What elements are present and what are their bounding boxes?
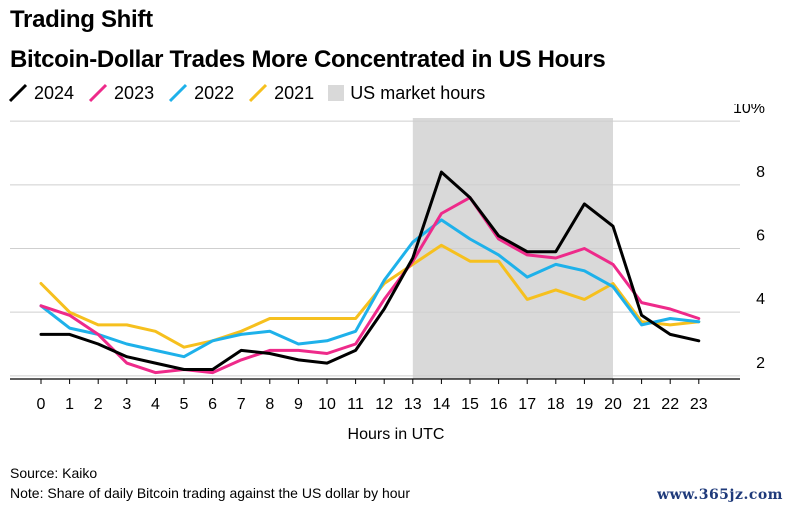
series-line-2023 xyxy=(39,196,701,375)
x-tick-label: 4 xyxy=(151,396,160,413)
x-tick-label: 12 xyxy=(375,396,393,413)
source-text: Source: Kaiko xyxy=(10,465,98,481)
x-tick-label: 15 xyxy=(461,396,479,413)
headline: Trading Shift xyxy=(10,6,153,33)
x-tick-label: 22 xyxy=(661,396,679,413)
y-tick-label: 6 xyxy=(756,228,765,245)
x-tick-label: 5 xyxy=(180,396,189,413)
x-tick-label: 20 xyxy=(604,396,622,413)
legend-swatch-us-hours xyxy=(328,85,345,101)
x-tick-label: 9 xyxy=(294,396,303,413)
x-tick-label: 1 xyxy=(65,396,74,413)
series-line-2021 xyxy=(39,243,701,349)
chart-title: Bitcoin-Dollar Trades More Concentrated … xyxy=(10,46,606,73)
x-tick-label: 10 xyxy=(318,396,336,413)
x-tick-label: 11 xyxy=(347,396,364,413)
y-tick-label: 2 xyxy=(756,355,765,372)
x-tick-label: 16 xyxy=(490,396,508,413)
x-tick-label: 7 xyxy=(237,396,246,413)
y-tick-label: 10% xyxy=(733,104,765,117)
x-tick-label: 21 xyxy=(633,396,651,413)
x-tick-label: 0 xyxy=(37,396,46,413)
y-tick-label: 8 xyxy=(756,164,765,181)
legend-item-2023: 2023 xyxy=(88,83,154,104)
legend-item-2022: 2022 xyxy=(168,83,234,104)
x-tick-label: 17 xyxy=(518,396,536,413)
legend-label-2023: 2023 xyxy=(114,82,155,103)
legend-swatch-2023 xyxy=(88,83,108,103)
legend-label-2022: 2022 xyxy=(194,82,235,103)
legend-item-2024: 2024 xyxy=(8,83,74,104)
legend: 2024 2023 2022 2021 US market hours xyxy=(8,82,499,104)
x-tick-label: 8 xyxy=(265,396,274,413)
x-tick-label: 6 xyxy=(208,396,217,413)
legend-label-us-hours: US market hours xyxy=(350,82,486,103)
legend-swatch-2022 xyxy=(168,83,188,103)
legend-swatch-2024 xyxy=(8,83,28,103)
watermark: www.365jz.com xyxy=(657,487,783,503)
series-line-2022 xyxy=(39,218,701,359)
x-tick-label: 2 xyxy=(94,396,103,413)
legend-item-us-hours: US market hours xyxy=(328,83,485,104)
x-tick-label: 23 xyxy=(690,396,708,413)
legend-swatch-2021 xyxy=(248,83,268,103)
legend-label-2021: 2021 xyxy=(274,82,315,103)
legend-label-2024: 2024 xyxy=(34,82,75,103)
legend-item-2021: 2021 xyxy=(248,83,314,104)
x-tick-label: 14 xyxy=(433,396,451,413)
x-tick-label: 3 xyxy=(122,396,131,413)
series-line-2024 xyxy=(39,170,701,371)
x-tick-label: 19 xyxy=(576,396,594,413)
x-tick-label: 13 xyxy=(404,396,422,413)
y-tick-label: 4 xyxy=(756,291,765,308)
note-text: Note: Share of daily Bitcoin trading aga… xyxy=(10,485,411,501)
x-tick-label: 18 xyxy=(547,396,565,413)
x-axis-label: Hours in UTC xyxy=(348,426,445,443)
